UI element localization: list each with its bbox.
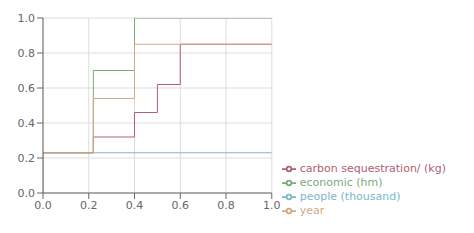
html-text:people (thousand): people (thousand): [299, 190, 401, 203]
svg-text:0.6: 0.6: [172, 199, 190, 212]
svg-text:0.0: 0.0: [18, 187, 36, 200]
svg-text:0.8: 0.8: [18, 47, 36, 60]
svg-text:0.8: 0.8: [217, 199, 235, 212]
html-text:carbon sequestration/ (kg): carbon sequestration/ (kg): [299, 162, 446, 175]
svg-text:0.0: 0.0: [34, 199, 52, 212]
html-text:year: year: [299, 204, 325, 217]
svg-text:0.2: 0.2: [80, 199, 98, 212]
svg-text:1.0: 1.0: [263, 199, 281, 212]
svg-text:0.4: 0.4: [126, 199, 144, 212]
html-text:economic (hm): economic (hm): [299, 176, 383, 189]
svg-text:0.4: 0.4: [18, 117, 36, 130]
svg-text:0.6: 0.6: [18, 82, 36, 95]
svg-text:1.0: 1.0: [18, 12, 36, 25]
svg-text:0.2: 0.2: [18, 152, 36, 165]
